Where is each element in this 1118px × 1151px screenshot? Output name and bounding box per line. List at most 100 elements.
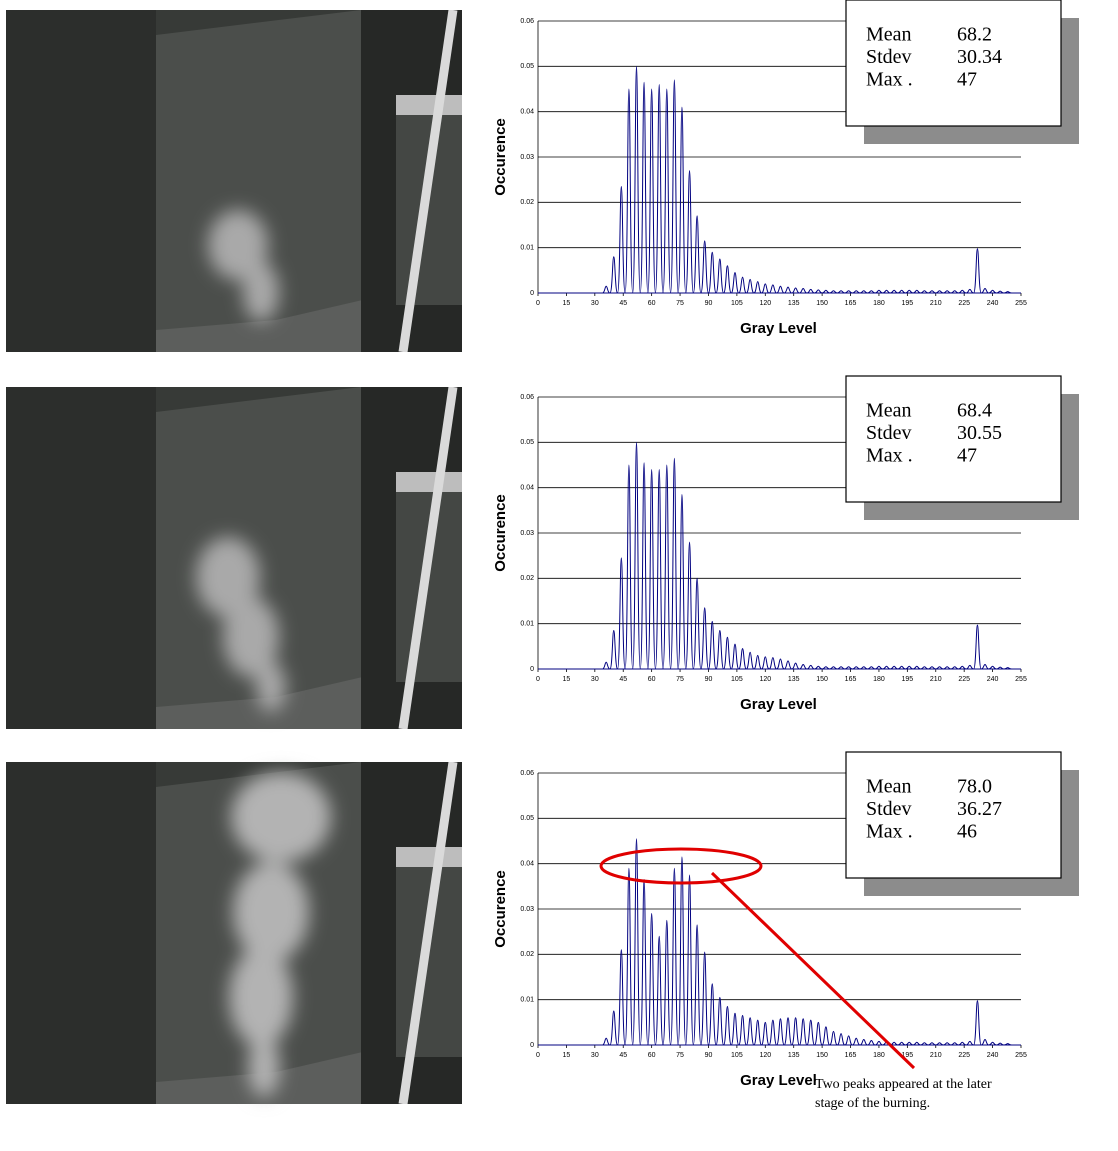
- y-tick-label: 0.06: [520, 394, 534, 401]
- stat-value: 78.0: [957, 776, 992, 798]
- y-tick-label: 0.06: [520, 770, 534, 777]
- histogram-peak: [677, 106, 687, 294]
- x-tick-label: 90: [705, 1052, 713, 1059]
- stat-value: 30.34: [957, 46, 1002, 68]
- histogram-peak: [784, 286, 792, 294]
- histogram-peak: [753, 281, 762, 294]
- y-tick-label: 0.02: [520, 575, 534, 582]
- histogram-peak: [685, 874, 694, 1046]
- histogram-peak: [692, 924, 702, 1046]
- x-tick-label: 45: [619, 1052, 627, 1059]
- x-tick-label: 195: [902, 676, 914, 683]
- y-tick-label: 0.02: [520, 199, 534, 206]
- histogram-peak: [715, 258, 725, 294]
- histogram-peak: [723, 1005, 732, 1046]
- photo-1: [6, 10, 462, 352]
- histogram-peak: [700, 607, 709, 670]
- histogram-peak: [692, 215, 702, 294]
- x-tick-label: 195: [902, 1052, 914, 1059]
- x-tick-label: 105: [731, 676, 743, 683]
- histogram-peak: [897, 1041, 906, 1046]
- histogram-peak: [677, 493, 687, 670]
- y-tick-label: 0: [530, 666, 534, 673]
- histogram-peak: [692, 577, 702, 670]
- histogram-peak: [761, 283, 770, 294]
- stat-label: Max .: [866, 821, 913, 843]
- histogram-peak: [745, 651, 755, 670]
- stat-value: 36.27: [957, 798, 1002, 820]
- histogram-peak: [738, 1015, 747, 1046]
- histogram-peak: [867, 1039, 876, 1046]
- histogram-peak: [617, 557, 626, 670]
- histogram-peak: [821, 1026, 831, 1046]
- y-tick-label: 0.05: [520, 63, 534, 70]
- histogram-peak: [912, 665, 921, 670]
- x-tick-label: 90: [705, 676, 713, 683]
- y-tick-label: 0: [530, 290, 534, 297]
- x-tick-label: 150: [816, 676, 828, 683]
- smoke: [208, 210, 279, 322]
- histogram-peak: [632, 838, 641, 1046]
- y-tick-label: 0.01: [520, 621, 534, 628]
- y-tick-label: 0.05: [520, 439, 534, 446]
- histogram-peak: [707, 620, 717, 670]
- x-axis-title: Gray Level: [740, 696, 817, 713]
- histogram-peak: [912, 289, 921, 294]
- histogram-peak: [753, 654, 762, 670]
- x-tick-label: 150: [816, 1052, 828, 1059]
- histogram-peak: [753, 1019, 763, 1046]
- y-tick-label: 0.02: [520, 951, 534, 958]
- histogram-peak: [654, 935, 664, 1046]
- callout-line: [710, 871, 916, 1070]
- histogram-peak: [981, 663, 989, 670]
- stats-box: [845, 375, 1062, 503]
- histogram-peak: [617, 949, 626, 1046]
- x-tick-label: 60: [648, 300, 656, 307]
- x-tick-label: 135: [788, 1052, 800, 1059]
- photo-2: [6, 387, 462, 729]
- histogram-peak: [890, 1041, 898, 1046]
- histogram-peak: [783, 1017, 793, 1046]
- stat-label: Stdev: [866, 798, 912, 820]
- histogram-peak: [617, 185, 626, 294]
- histogram-peak: [639, 879, 649, 1046]
- histogram-peak: [965, 664, 974, 670]
- stat-value: 30.55: [957, 422, 1002, 444]
- stat-label: Mean: [866, 776, 912, 798]
- x-tick-label: 210: [930, 676, 942, 683]
- histogram-peak: [897, 289, 906, 294]
- histogram-peak: [677, 856, 687, 1046]
- x-tick-label: 225: [958, 676, 970, 683]
- histogram-peak: [806, 288, 815, 294]
- histogram-peak: [654, 83, 664, 294]
- histogram-peak: [738, 648, 747, 670]
- histogram-peak: [647, 913, 656, 1046]
- stats-box: [845, 751, 1062, 879]
- histogram-peak: [890, 665, 898, 670]
- histogram-peak: [791, 1017, 800, 1046]
- histogram-peak: [791, 287, 800, 294]
- histogram-peak: [973, 624, 982, 670]
- x-tick-label: 180: [873, 1052, 885, 1059]
- histogram-peak: [662, 88, 672, 294]
- histogram-peak: [988, 665, 997, 670]
- stat-label: Max .: [866, 69, 913, 91]
- x-tick-label: 240: [987, 1052, 999, 1059]
- histogram-peak: [685, 170, 694, 294]
- histogram-peak: [707, 983, 717, 1046]
- x-tick-label: 150: [816, 300, 828, 307]
- histogram-peak: [624, 464, 634, 670]
- histogram-peak: [670, 457, 679, 670]
- x-tick-label: 165: [845, 300, 857, 307]
- x-tick-label: 45: [619, 300, 627, 307]
- histogram-peak: [882, 665, 891, 670]
- histogram-peak: [875, 289, 883, 294]
- histogram-peak: [981, 1039, 989, 1046]
- stat-value: 68.4: [957, 400, 992, 422]
- histogram-peak: [609, 629, 619, 670]
- histogram-peak: [723, 636, 732, 670]
- smoke: [229, 772, 331, 1097]
- stat-label: Mean: [866, 24, 912, 46]
- x-tick-label: 105: [731, 1052, 743, 1059]
- stats-box: [845, 0, 1062, 127]
